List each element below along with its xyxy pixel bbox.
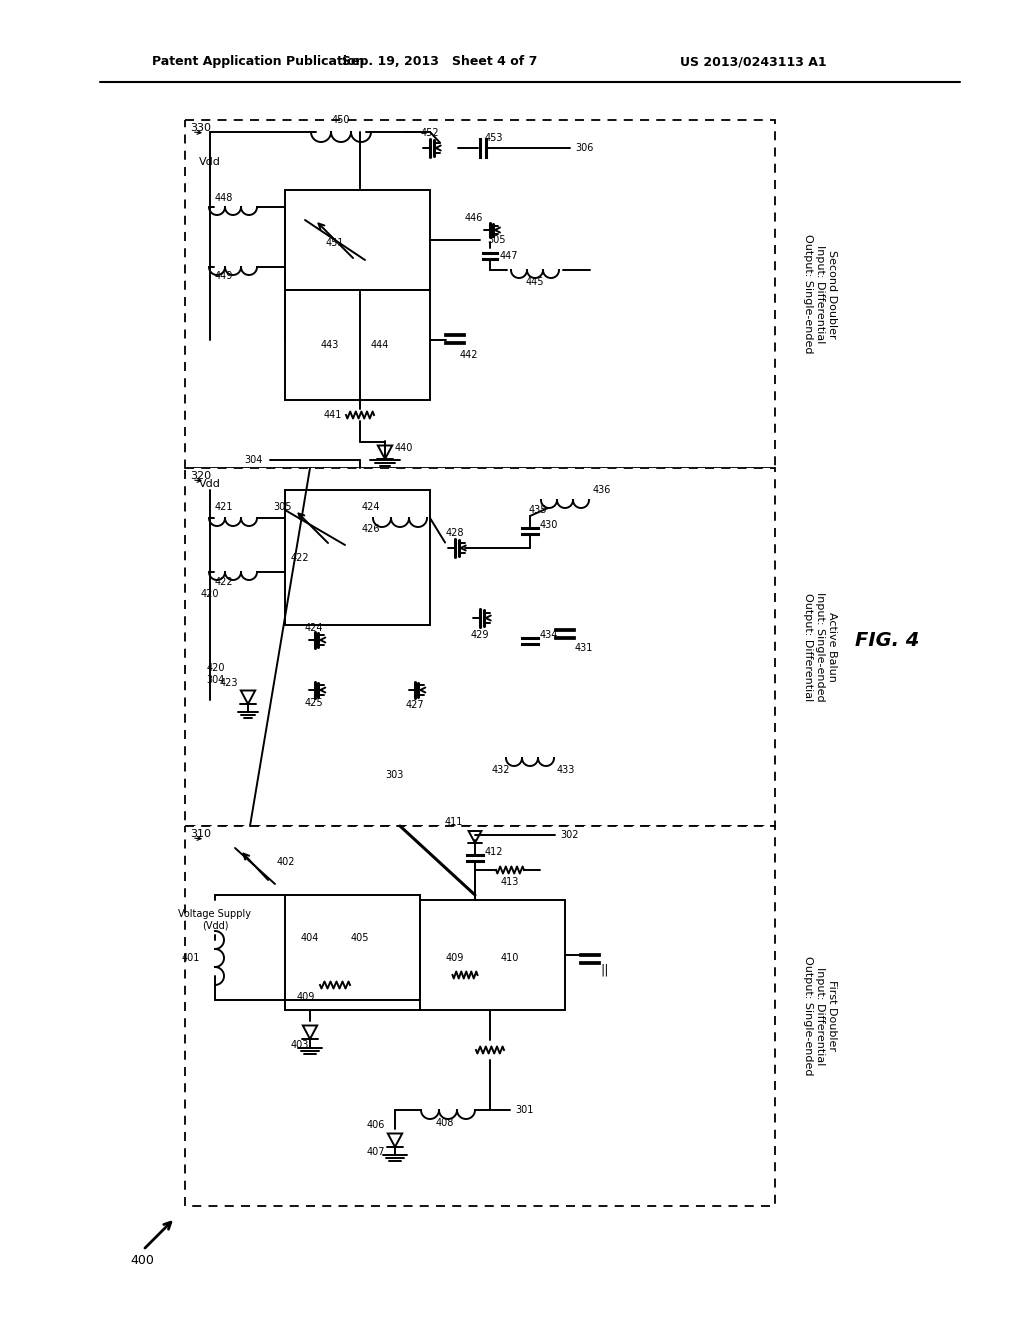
Text: 427: 427 xyxy=(406,700,424,710)
Text: 435: 435 xyxy=(528,506,547,515)
Text: 448: 448 xyxy=(215,193,233,203)
Text: 400: 400 xyxy=(130,1254,154,1266)
Text: 434: 434 xyxy=(540,630,558,640)
Text: 424: 424 xyxy=(305,623,324,634)
Text: 420: 420 xyxy=(201,589,219,599)
Text: 444: 444 xyxy=(371,341,389,350)
Text: 413: 413 xyxy=(501,876,519,887)
Text: 441: 441 xyxy=(324,411,342,420)
Text: 304: 304 xyxy=(207,675,225,685)
Text: 429: 429 xyxy=(471,630,489,640)
Text: 450: 450 xyxy=(332,115,350,125)
Text: First Doubler
Input: Differential
Output: Single-ended: First Doubler Input: Differential Output… xyxy=(804,956,837,1076)
Text: 447: 447 xyxy=(500,251,518,261)
Text: Sep. 19, 2013   Sheet 4 of 7: Sep. 19, 2013 Sheet 4 of 7 xyxy=(342,55,538,69)
Text: 409: 409 xyxy=(445,953,464,964)
Text: 440: 440 xyxy=(395,444,414,453)
Text: 330: 330 xyxy=(190,123,211,133)
Bar xyxy=(185,469,775,826)
Text: 320: 320 xyxy=(190,471,211,480)
Bar xyxy=(185,826,775,1206)
Text: 408: 408 xyxy=(436,1118,455,1129)
Text: 452: 452 xyxy=(421,128,439,139)
Text: 420: 420 xyxy=(207,663,225,673)
Text: 443: 443 xyxy=(321,341,339,350)
Text: 406: 406 xyxy=(367,1119,385,1130)
Text: US 2013/0243113 A1: US 2013/0243113 A1 xyxy=(680,55,826,69)
Text: 431: 431 xyxy=(575,643,593,653)
Text: Vdd: Vdd xyxy=(199,479,221,488)
Text: 403: 403 xyxy=(291,1040,309,1049)
Text: 306: 306 xyxy=(575,143,593,153)
Text: 305: 305 xyxy=(487,235,506,246)
Text: 405: 405 xyxy=(351,933,370,942)
Text: 407: 407 xyxy=(367,1147,385,1158)
Bar xyxy=(285,490,430,624)
Text: 402: 402 xyxy=(278,857,296,867)
Text: 432: 432 xyxy=(492,766,510,775)
Text: Voltage Supply
(Vdd): Voltage Supply (Vdd) xyxy=(178,909,252,931)
Text: 436: 436 xyxy=(593,484,611,495)
Text: 453: 453 xyxy=(485,133,504,143)
Text: 401: 401 xyxy=(181,953,200,964)
Text: 425: 425 xyxy=(305,698,324,708)
Text: 310: 310 xyxy=(190,829,211,840)
Text: 446: 446 xyxy=(465,213,483,223)
Text: 451: 451 xyxy=(326,238,344,248)
Text: 411: 411 xyxy=(444,817,463,828)
Text: 445: 445 xyxy=(525,277,544,286)
Text: 424: 424 xyxy=(361,502,380,512)
Text: 430: 430 xyxy=(540,520,558,531)
Text: 449: 449 xyxy=(215,271,233,281)
Text: 305: 305 xyxy=(273,502,292,512)
Bar xyxy=(185,120,775,469)
Text: 442: 442 xyxy=(460,350,478,360)
Text: Second Doubler
Input: Differential
Output: Single-ended: Second Doubler Input: Differential Outpu… xyxy=(804,234,837,354)
Bar xyxy=(285,190,430,290)
Bar xyxy=(285,895,420,1010)
Bar xyxy=(285,290,430,400)
Text: ||: || xyxy=(600,964,608,977)
Text: Vdd: Vdd xyxy=(199,157,221,168)
Bar xyxy=(420,900,565,1010)
Text: 302: 302 xyxy=(560,830,579,840)
Text: 410: 410 xyxy=(501,953,519,964)
Text: 304: 304 xyxy=(245,455,263,465)
Text: 422: 422 xyxy=(291,553,309,564)
Text: 301: 301 xyxy=(515,1105,534,1115)
Text: 412: 412 xyxy=(485,847,504,857)
Text: 428: 428 xyxy=(445,528,464,539)
Text: 421: 421 xyxy=(215,502,233,512)
Text: 409: 409 xyxy=(297,993,315,1002)
Text: Active Balun
Input: Single-ended
Output: Differential: Active Balun Input: Single-ended Output:… xyxy=(804,593,837,702)
Text: 423: 423 xyxy=(219,678,238,688)
Text: 404: 404 xyxy=(301,933,319,942)
Text: FIG. 4: FIG. 4 xyxy=(855,631,920,649)
Text: 426: 426 xyxy=(361,524,380,535)
Text: 303: 303 xyxy=(386,770,404,780)
Text: 433: 433 xyxy=(557,766,575,775)
Text: 422: 422 xyxy=(215,577,233,587)
Text: Patent Application Publication: Patent Application Publication xyxy=(152,55,365,69)
